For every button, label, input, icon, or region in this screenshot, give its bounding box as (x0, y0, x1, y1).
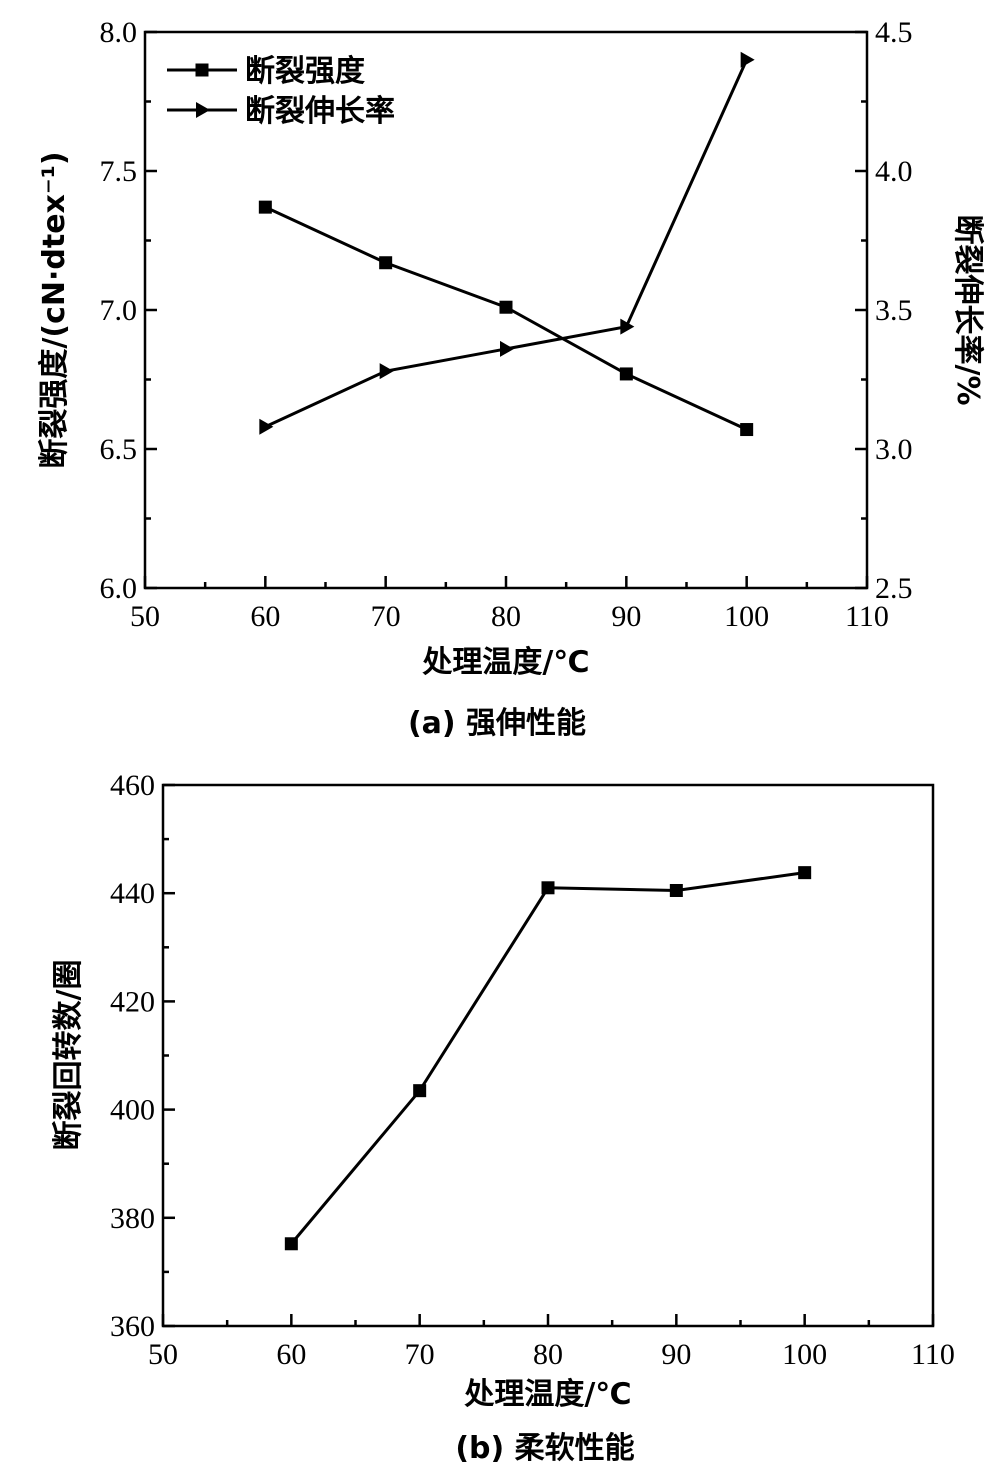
chart-b-series-0-line (290, 871, 805, 1245)
chart-b-xlabel: 处理温度/℃ (463, 1377, 631, 1412)
chart-b-x-tick-label: 100 (782, 1338, 827, 1371)
chart-a-x-tick-label: 70 (371, 600, 401, 633)
chart-a-series-0-point (258, 200, 272, 214)
chart-b-y-ticks: 360 380 400 420 440 460 (110, 769, 175, 1343)
chart-a-xlabel: 处理温度/℃ (421, 645, 589, 680)
chart-a-y-ticks: 6.0 6.5 7.0 7.5 8.0 (100, 16, 157, 605)
chart-b-x-tick-label: 110 (911, 1338, 955, 1371)
chart-a-legend-label-1: 断裂伸长率 (245, 94, 395, 129)
chart-b-x-tick-label: 70 (405, 1338, 435, 1371)
chart-b-y-tick-label: 400 (110, 1094, 155, 1127)
chart-a-x-tick-label: 50 (130, 600, 160, 633)
chart-a-y-tick-label: 7.0 (100, 294, 138, 327)
chart-b-series-0-point (669, 883, 683, 897)
chart-b-series (284, 866, 812, 1251)
chart-a-legend-label-0: 断裂强度 (245, 54, 365, 89)
chart-a-y-tick-label: 7.5 (100, 155, 138, 188)
chart-a-y2-tick-label: 3.5 (875, 294, 913, 327)
chart-a-series-0-point (499, 300, 513, 314)
chart-b-y-tick-label: 460 (110, 769, 155, 802)
chart-a-y-tick-label: 8.0 (100, 16, 138, 49)
chart-a-series-0-point (619, 367, 633, 381)
chart-a-series-1-point (620, 318, 635, 335)
chart-b: 50 60 70 80 90 100 110 360 380 400 420 440 460 处理温度… (51, 769, 955, 1466)
chart-a-y2-ticks: 2.5 3.0 3.5 4.0 4.5 (855, 16, 913, 605)
chart-a-legend-marker-0 (195, 63, 209, 77)
chart-a-series-1-point (259, 418, 274, 435)
chart-a-y2-tick-label: 4.0 (875, 155, 913, 188)
chart-a-y2label: 断裂伸长率/% (950, 214, 985, 405)
chart-b-y-tick-label: 420 (110, 985, 155, 1018)
chart-b-x-ticks: 50 60 70 80 90 100 110 (148, 1314, 955, 1371)
chart-b-y-tick-label: 380 (110, 1202, 155, 1235)
chart-b-x-tick-label: 80 (533, 1338, 563, 1371)
chart-a-x-tick-label: 80 (491, 600, 521, 633)
chart-a-y2-tick-label: 2.5 (875, 572, 913, 605)
chart-b-series-0-point (541, 881, 555, 895)
chart-b-series-0-point (413, 1084, 427, 1098)
chart-b-plot-frame (161, 783, 935, 1328)
chart-a-caption: (a) 强伸性能 (408, 706, 586, 741)
chart-a-x-tick-label: 90 (611, 600, 641, 633)
chart-a-ylabel: 断裂强度/(cN·dtex⁻¹) (37, 151, 72, 468)
chart-a-legend-marker-1 (196, 102, 210, 118)
chart-a-series-0-point (740, 423, 754, 437)
chart-a-series-1-point (500, 340, 514, 357)
chart-a-series-0-point (379, 256, 393, 270)
chart-a-x-tick-label: 110 (845, 600, 889, 633)
chart-a-y-tick-label: 6.5 (100, 433, 138, 466)
chart-b-series-0-point (284, 1237, 298, 1251)
chart-b-x-tick-label: 60 (276, 1338, 306, 1371)
chart-a: 50 60 70 80 90 100 110 6.0 6.5 7.0 7.5 8.0 2.5 3.0 3… (37, 16, 985, 741)
chart-b-series-0-point (798, 866, 812, 880)
chart-b-x-tick-label: 90 (661, 1338, 691, 1371)
chart-b-x-tick-label: 50 (148, 1338, 178, 1371)
chart-a-x-tick-label: 100 (724, 600, 769, 633)
chart-a-series-0-line (264, 205, 748, 431)
chart-b-y-tick-label: 440 (110, 877, 155, 910)
chart-b-y-tick-label: 360 (110, 1310, 155, 1343)
chart-a-y2-tick-label: 4.5 (875, 16, 913, 49)
chart-b-caption: (b) 柔软性能 (455, 1431, 634, 1466)
chart-b-ylabel: 断裂回转数/圈 (51, 960, 86, 1151)
chart-a-y2-tick-label: 3.0 (875, 433, 913, 466)
chart-a-series-1-point (379, 363, 394, 380)
chart-a-series (258, 51, 755, 437)
chart-a-x-tick-label: 60 (250, 600, 280, 633)
chart-a-series-1-point (740, 51, 755, 68)
chart-a-x-ticks: 50 60 70 80 90 100 110 (130, 576, 889, 633)
chart-a-y-tick-label: 6.0 (100, 572, 138, 605)
